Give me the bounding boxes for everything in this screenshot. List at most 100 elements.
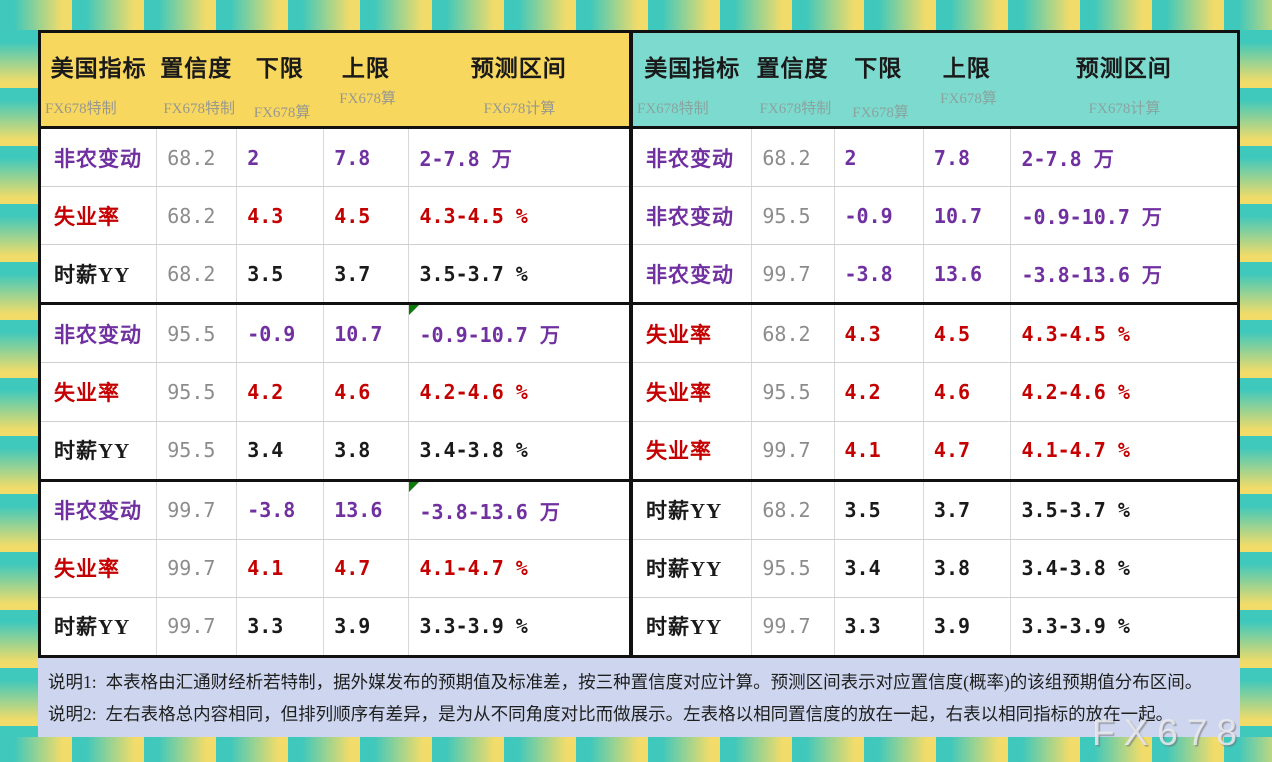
upper-bound-cell-text: 4.7: [933, 438, 971, 463]
confidence-cell: 99.7: [156, 481, 236, 539]
forecast-range-cell-text: 2-7.8 万: [1021, 147, 1114, 172]
confidence-cell-text: 95.5: [167, 379, 216, 404]
upper-bound-cell-text: 10.7: [933, 203, 983, 228]
indicator-cell-text: 时薪YY: [54, 615, 131, 640]
confidence-cell: 95.5: [751, 187, 833, 245]
forecast-range-cell-text: 3.4-3.8 %: [1021, 556, 1130, 581]
confidence-cell-text: 99.7: [762, 438, 811, 463]
forecast-range-cell: 4.2-4.6 %: [408, 363, 629, 421]
lower-bound-cell-text: -3.8: [247, 498, 296, 523]
decorative-border-right: [1240, 30, 1272, 737]
upper-bound-cell-text: 4.7: [334, 556, 371, 581]
table-row: 失业率 95.5 4.2 4.6 4.2-4.6 %: [633, 362, 1237, 421]
confidence-cell-text: 99.7: [762, 261, 811, 286]
upper-bound-cell: 7.8: [323, 129, 408, 187]
forecast-range-cell-text: 4.1-4.7 %: [419, 556, 528, 581]
forecast-range-cell-text: 4.1-4.7 %: [1021, 438, 1130, 463]
lower-bound-cell-text: 4.1: [844, 438, 881, 463]
table-row: 非农变动 95.5 -0.9 10.7 -0.9-10.7 万: [633, 186, 1237, 245]
table-row: 时薪YY 95.5 3.4 3.8 3.4-3.8 %: [633, 538, 1237, 597]
upper-bound-cell: 7.8: [922, 129, 1011, 187]
col-header-lower: 下限: [854, 56, 903, 81]
decorative-border-left: [0, 30, 38, 737]
upper-bound-cell: 4.6: [922, 363, 1011, 421]
right-table-body: 非农变动 68.2 2 7.8 2-7.8 万非农变动 95.5 -0.9 10.7 -0.9-…: [633, 129, 1237, 655]
confidence-cell: 68.2: [751, 481, 833, 539]
confidence-cell: 99.7: [751, 245, 833, 303]
forecast-range-cell-text: 3.4-3.8 %: [419, 438, 528, 463]
lower-bound-cell-text: 3.4: [844, 556, 881, 581]
confidence-cell: 68.2: [156, 245, 236, 303]
notes-section: 说明1: 本表格由汇通财经析若特制，据外媒发布的预期值及标准差，按三种置信度对应计…: [38, 658, 1240, 737]
col-header-lower: 下限: [255, 56, 304, 81]
indicator-cell: 失业率: [41, 363, 156, 420]
table-row: 非农变动 99.7 -3.8 13.6 -3.8-13.6 万: [633, 244, 1237, 303]
lower-bound-cell: 2: [833, 129, 923, 187]
indicator-cell: 时薪YY: [633, 540, 751, 597]
content-area: 美国指标 置信度 下限 上限 预测区间 FX678特制 FX678特制 FX67…: [38, 30, 1240, 737]
table-row: 非农变动 68.2 2 7.8 2-7.8 万: [41, 129, 629, 187]
confidence-cell-text: 68.2: [167, 203, 216, 228]
lower-bound-cell-text: 3.3: [844, 614, 881, 639]
confidence-cell: 95.5: [156, 305, 236, 363]
left-table-body: 非农变动 68.2 2 7.8 2-7.8 万失业率 68.2 4.3 4.5 4.3-4.5 …: [41, 129, 629, 655]
fx678-watermark: FX678: [1091, 712, 1246, 753]
indicator-cell-text: 非农变动: [646, 146, 734, 171]
watermark-text: FX678算: [339, 91, 396, 107]
upper-bound-cell-text: 10.7: [334, 321, 383, 346]
lower-bound-cell: 3.3: [833, 597, 923, 655]
forecast-range-cell-text: 4.3-4.5 %: [419, 203, 528, 228]
forecast-range-cell: -3.8-13.6 万: [408, 481, 629, 539]
confidence-cell: 99.7: [156, 597, 236, 655]
confidence-cell-text: 95.5: [167, 321, 216, 346]
note-1-label: 说明1:: [48, 672, 97, 692]
forecast-range-cell-text: -3.8-13.6 万: [1021, 263, 1162, 288]
upper-bound-cell: 3.9: [922, 597, 1011, 655]
indicator-cell: 失业率: [633, 422, 751, 479]
col-header-upper: 上限: [341, 56, 390, 81]
lower-bound-cell-text: -0.9: [844, 203, 893, 228]
tables-row: 美国指标 置信度 下限 上限 预测区间 FX678特制 FX678特制 FX67…: [38, 30, 1240, 658]
lower-bound-cell-text: 4.3: [247, 203, 284, 228]
note-1-text: 本表格由汇通财经析若特制，据外媒发布的预期值及标准差，按三种置信度对应计算。预测…: [105, 672, 1203, 692]
upper-bound-cell: 13.6: [922, 245, 1011, 303]
forecast-range-cell: 3.5-3.7 %: [408, 245, 629, 303]
indicator-cell-text: 失业率: [646, 380, 712, 405]
lower-bound-cell-text: 4.1: [247, 556, 284, 581]
confidence-cell-text: 68.2: [167, 261, 216, 286]
comment-marker-icon: [409, 305, 420, 316]
indicator-cell-text: 时薪YY: [54, 439, 131, 464]
forecast-range-cell-text: 2-7.8 万: [419, 147, 512, 172]
forecast-range-cell: 4.1-4.7 %: [1010, 421, 1237, 479]
note-1: 说明1: 本表格由汇通财经析若特制，据外媒发布的预期值及标准差，按三种置信度对应计…: [48, 666, 1240, 698]
confidence-cell-text: 95.5: [762, 203, 811, 228]
indicator-cell: 失业率: [633, 363, 751, 420]
indicator-cell-text: 非农变动: [54, 499, 142, 524]
table-row: 时薪YY 99.7 3.3 3.9 3.3-3.9 %: [41, 596, 629, 655]
forecast-range-cell: 4.2-4.6 %: [1010, 363, 1237, 421]
confidence-cell: 95.5: [751, 363, 833, 421]
watermark-text: FX678计算: [483, 101, 556, 117]
indicator-cell: 非农变动: [633, 187, 751, 244]
confidence-cell: 68.2: [156, 187, 236, 245]
table-row: 时薪YY 99.7 3.3 3.9 3.3-3.9 %: [633, 596, 1237, 655]
table-row: 非农变动 68.2 2 7.8 2-7.8 万: [633, 129, 1237, 187]
upper-bound-cell: 4.5: [922, 305, 1011, 363]
upper-bound-cell: 4.7: [922, 421, 1011, 479]
watermark-text: FX678特制: [45, 101, 117, 117]
lower-bound-cell: -3.8: [236, 481, 323, 539]
upper-bound-cell-text: 7.8: [933, 145, 971, 170]
decorative-border-bottom: [0, 737, 1272, 762]
confidence-cell-text: 99.7: [167, 498, 216, 523]
upper-bound-cell: 3.8: [323, 421, 408, 479]
upper-bound-cell: 4.7: [323, 539, 408, 597]
upper-bound-cell-text: 3.7: [334, 261, 371, 286]
lower-bound-cell: 4.3: [236, 187, 323, 245]
lower-bound-cell: 4.1: [833, 421, 923, 479]
lower-bound-cell: 4.3: [833, 305, 923, 363]
upper-bound-cell: 4.6: [323, 363, 408, 421]
upper-bound-cell-text: 4.6: [933, 379, 971, 404]
upper-bound-cell: 3.9: [323, 597, 408, 655]
confidence-cell: 68.2: [156, 129, 236, 187]
lower-bound-cell: -3.8: [833, 245, 923, 303]
